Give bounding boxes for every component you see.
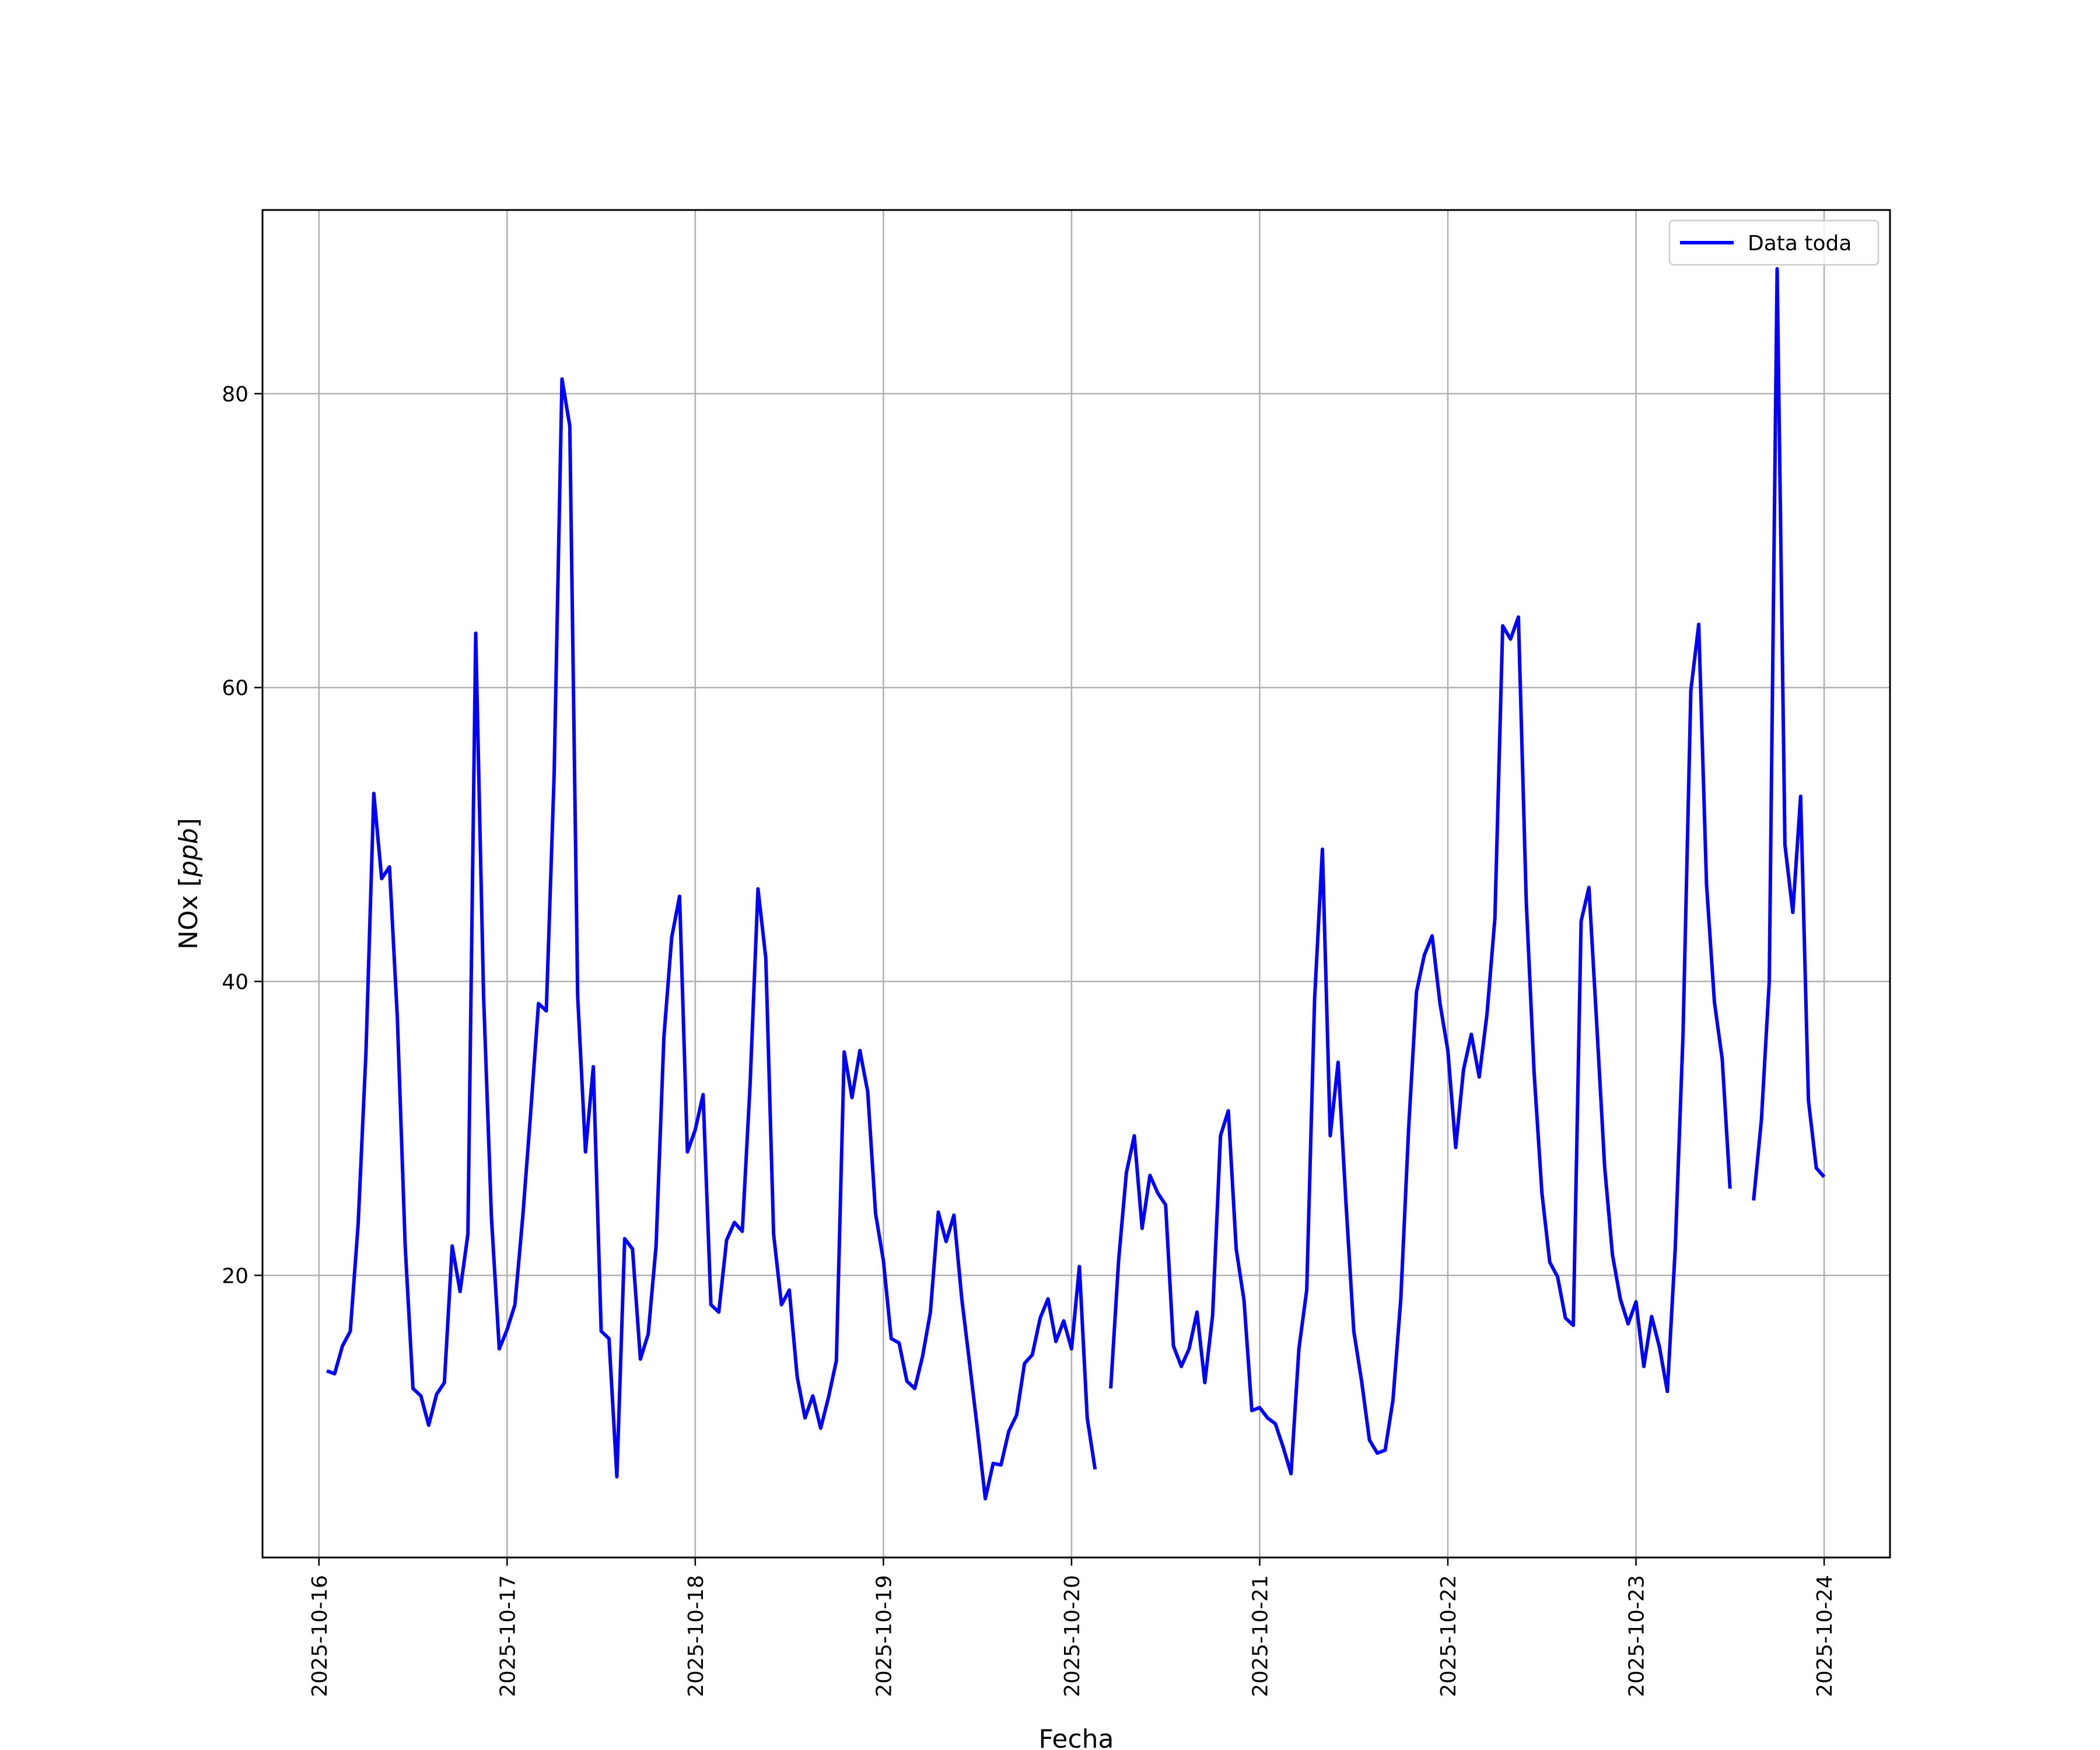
grid-lines bbox=[262, 210, 1890, 1558]
legend: Data toda bbox=[1668, 219, 1880, 266]
y-tick-label: 40 bbox=[222, 971, 249, 995]
series-line-segment bbox=[1109, 615, 1732, 1476]
x-axis-title: Fecha bbox=[1038, 1724, 1114, 1750]
legend-label: Data toda bbox=[1748, 232, 1852, 256]
x-tick-label: 2025-10-22 bbox=[1437, 1575, 1461, 1697]
x-tick-label: 2025-10-17 bbox=[496, 1575, 520, 1697]
y-tick-label: 80 bbox=[222, 383, 249, 407]
x-tick-label: 2025-10-16 bbox=[308, 1575, 332, 1697]
x-tick-label: 2025-10-19 bbox=[872, 1575, 896, 1697]
series-layer bbox=[326, 267, 1826, 1501]
x-tick-label: 2025-10-23 bbox=[1625, 1575, 1649, 1697]
y-axis-title: NOx [ppb] bbox=[174, 818, 204, 950]
series-line-segment bbox=[1752, 267, 1826, 1201]
y-tick-label: 20 bbox=[222, 1264, 249, 1288]
x-tick-label: 2025-10-24 bbox=[1813, 1575, 1837, 1697]
y-axis-title-unit: ppb bbox=[174, 828, 204, 877]
x-tick-label: 2025-10-20 bbox=[1060, 1575, 1084, 1697]
x-tick-label: 2025-10-21 bbox=[1248, 1575, 1272, 1697]
plot-frame bbox=[261, 209, 1891, 1559]
y-tick-label: 60 bbox=[222, 677, 249, 701]
y-axis-title-main: NOx [ bbox=[174, 877, 204, 950]
legend-box bbox=[1668, 219, 1880, 266]
series-line-segment bbox=[326, 377, 1097, 1501]
axis-ticks: 2025-10-16 2025-10-17 2025-10-18 2025-10-19… bbox=[222, 383, 1837, 1697]
x-tick-label: 2025-10-18 bbox=[684, 1575, 708, 1697]
y-axis-title-close: ] bbox=[174, 818, 204, 828]
